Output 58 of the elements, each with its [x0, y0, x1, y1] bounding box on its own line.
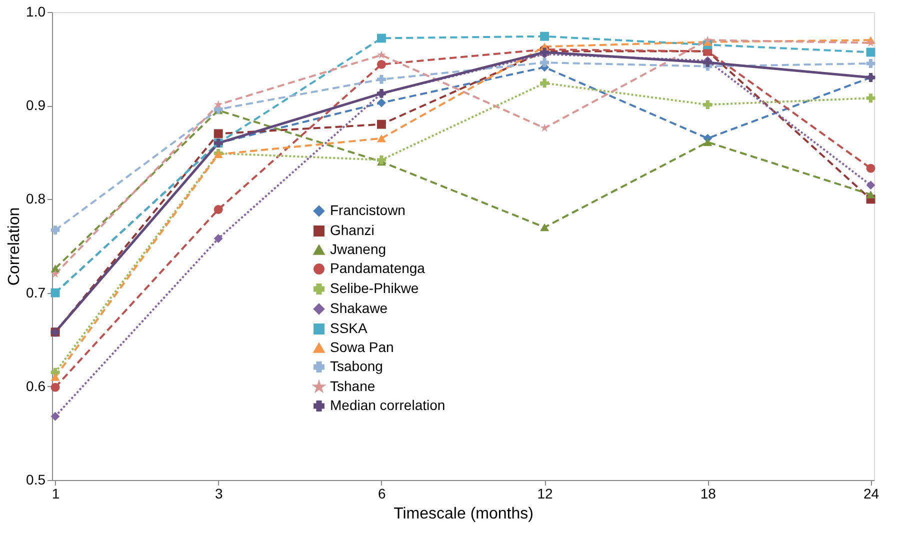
legend-label: Selibe-Phikwe	[330, 280, 419, 296]
point	[866, 190, 876, 198]
point	[50, 412, 60, 421]
point	[214, 205, 223, 214]
point	[376, 34, 386, 43]
y-tick-label: 1.0	[26, 4, 46, 20]
x-tick-label: 18	[700, 486, 716, 502]
point	[540, 32, 550, 41]
legend-label: Pandamatenga	[330, 260, 426, 276]
point	[51, 270, 60, 278]
point	[540, 78, 550, 88]
legend-label: Median correlation	[330, 397, 446, 413]
point	[214, 100, 223, 108]
point	[376, 120, 386, 129]
point	[376, 60, 386, 69]
point	[376, 155, 386, 164]
point	[50, 264, 60, 272]
x-tick-label: 12	[537, 486, 554, 502]
legend-label: Tshane	[330, 378, 376, 394]
point	[376, 134, 386, 142]
point	[540, 223, 550, 232]
point	[866, 59, 876, 68]
point	[50, 226, 60, 235]
point	[376, 74, 386, 84]
point	[703, 100, 712, 110]
point	[703, 138, 712, 146]
x-axis-title: Timescale (months)	[394, 506, 534, 522]
point	[376, 98, 386, 108]
point	[866, 38, 875, 47]
legend-label: Ghanzi	[330, 222, 374, 238]
point	[377, 50, 386, 59]
legend-label: Jwaneng	[330, 241, 386, 257]
legend-label: Sowa Pan	[330, 339, 394, 355]
legend-label: SSKA	[330, 320, 368, 336]
point	[866, 180, 876, 190]
point	[866, 164, 876, 173]
x-tick-label: 1	[52, 486, 60, 502]
legend-label: Tsabong	[330, 358, 383, 374]
point	[50, 382, 60, 392]
y-tick-label: 0.8	[26, 190, 46, 207]
y-tick-label: 0.6	[26, 378, 46, 394]
point	[866, 94, 876, 103]
x-tick-label: 24	[863, 486, 880, 502]
y-tick-label: 0.7	[26, 284, 46, 300]
legend-label: Shakawe	[330, 300, 388, 316]
x-tick-label: 6	[378, 486, 386, 502]
x-tick-label: 3	[214, 486, 223, 502]
y-axis-title: Correlation	[6, 207, 24, 286]
point	[703, 36, 712, 44]
point	[540, 58, 550, 68]
point	[866, 48, 876, 57]
point	[214, 129, 223, 138]
point	[540, 124, 549, 132]
point	[50, 373, 60, 381]
legend-label: Francistown	[330, 202, 406, 218]
y-tick-label: 0.5	[26, 472, 46, 488]
point	[214, 234, 223, 243]
y-tick-label: 0.9	[26, 97, 46, 114]
